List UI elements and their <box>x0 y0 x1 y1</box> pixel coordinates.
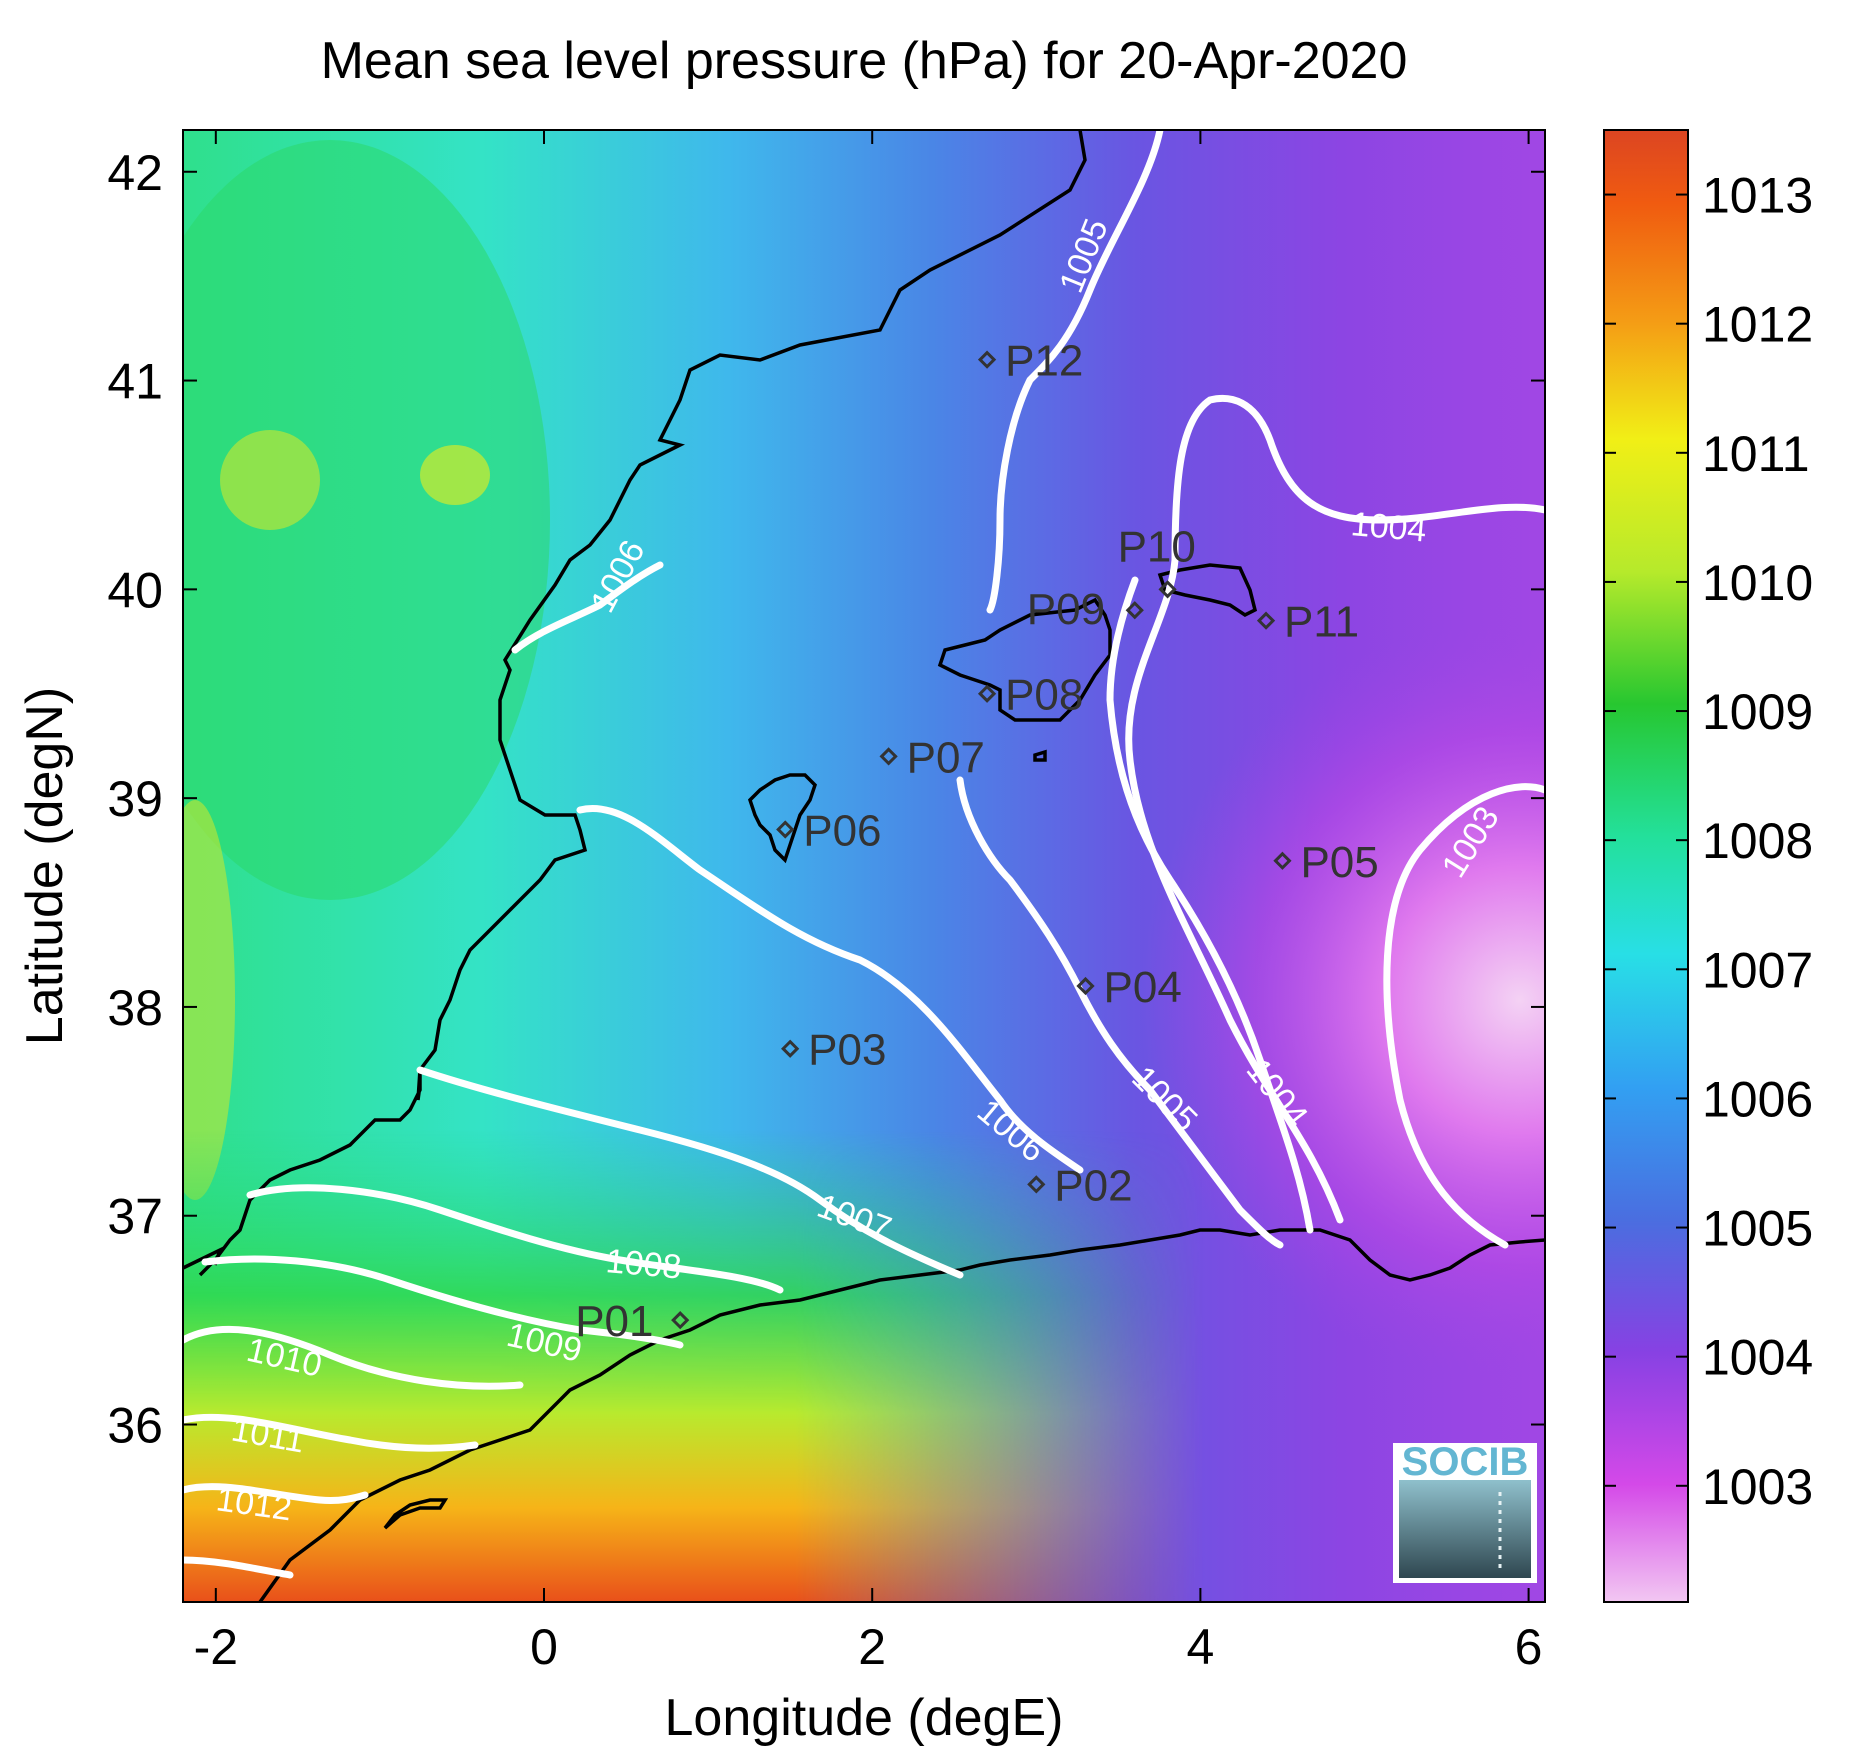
x-tick-label: 4 <box>1186 1619 1214 1675</box>
station-marker <box>977 350 997 369</box>
station-label: P01 <box>575 1297 653 1346</box>
contour-1011 <box>183 1413 479 1452</box>
station-marker <box>879 747 898 766</box>
station-label: P09 <box>1027 585 1105 634</box>
contour-1005-east <box>956 776 1284 1249</box>
station-marker <box>1125 601 1144 620</box>
colorbar-tick-label: 1004 <box>1702 1330 1813 1386</box>
colorbar-tick-label: 1011 <box>1702 426 1810 482</box>
contour-1008 <box>246 1184 784 1294</box>
y-tick-label: 36 <box>107 1398 163 1454</box>
island-mallorca <box>937 597 1112 722</box>
colorbar-tick-label: 1005 <box>1702 1201 1813 1257</box>
station-markers: P01 P02 P03 P04 P05 P06 P07 P08 P09 P10 P11 P12 <box>575 337 1379 1346</box>
contour-1003 <box>1383 783 1545 1249</box>
station-label: P04 <box>1104 963 1182 1012</box>
station-marker <box>1256 611 1276 630</box>
contour-1013 <box>183 1556 294 1579</box>
colorbar-tick-label: 1012 <box>1702 297 1813 353</box>
station-marker <box>1027 1175 1046 1194</box>
pressure-field-high-spot <box>420 445 490 505</box>
colorbar-tick-label: 1008 <box>1702 813 1813 869</box>
contour-1007 <box>416 1066 964 1279</box>
x-axis-label: Longitude (degE) <box>665 1689 1064 1747</box>
island-cabrera <box>1033 749 1047 762</box>
station-label: P10 <box>1118 522 1196 571</box>
colorbar: 1003 1004 1005 1006 1007 1008 1009 1010 1011 1012… <box>1603 129 1813 1603</box>
contour-1010 <box>183 1325 524 1390</box>
y-tick-label: 40 <box>107 562 163 618</box>
x-tick-label: 6 <box>1515 1619 1543 1675</box>
contour-lines <box>183 130 1545 1579</box>
x-axis: -2 0 2 4 6 <box>194 130 1543 1675</box>
chart-title: Mean sea level pressure (hPa) for 20-Apr… <box>321 32 1408 90</box>
contour-label: 1008 <box>604 1242 683 1286</box>
y-tick-label: 38 <box>107 980 163 1036</box>
socib-logo: SOCIB <box>1393 1440 1537 1583</box>
contour-label: 1004 <box>1349 505 1428 549</box>
y-tick-label: 41 <box>107 354 163 410</box>
station-label: P08 <box>1005 671 1083 720</box>
station-marker <box>977 684 997 703</box>
station-label: P07 <box>907 733 985 782</box>
island-menorca <box>1157 563 1258 618</box>
island-alboran <box>383 1498 449 1530</box>
y-axis: 36 37 38 39 40 41 42 <box>107 145 1545 1454</box>
x-tick-label: 0 <box>530 1619 558 1675</box>
station-label: P12 <box>1005 337 1083 386</box>
station-label: P03 <box>808 1026 886 1075</box>
x-tick-label: 2 <box>858 1619 886 1675</box>
station-marker <box>1273 851 1292 870</box>
station-marker <box>1158 580 1177 599</box>
y-axis-label: Latitude (degN) <box>16 687 74 1045</box>
station-label: P11 <box>1284 598 1359 647</box>
station-label: P06 <box>803 806 881 855</box>
colorbar-tick-label: 1009 <box>1702 684 1813 740</box>
island-ibiza <box>747 773 818 864</box>
colorbar-scale <box>1603 129 1689 1603</box>
logo-sea-panel <box>1399 1480 1531 1578</box>
contour-1006-south <box>576 805 1084 1174</box>
colorbar-ticks: 1003 1004 1005 1006 1007 1008 1009 1010 1011 1012… <box>1604 168 1813 1515</box>
contour-1005-south <box>1106 576 1314 1234</box>
pressure-field-nw-land <box>183 140 550 900</box>
contour-1009 <box>201 1255 684 1349</box>
contour-1004-south <box>1125 556 1344 1224</box>
station-marker <box>1076 976 1095 996</box>
station-marker <box>671 1311 690 1330</box>
plot-area: 1003 1004 1004 1005 1005 1006 1006 1007 … <box>183 130 1545 1602</box>
x-tick-label: -2 <box>194 1619 238 1675</box>
logo-text: SOCIB <box>1402 1440 1529 1484</box>
contour-1004-north <box>1171 394 1545 564</box>
y-tick-label: 39 <box>107 771 163 827</box>
plot-frame <box>182 129 1546 1603</box>
colorbar-tick-label: 1013 <box>1702 168 1813 224</box>
station-label: P02 <box>1054 1161 1132 1210</box>
pressure-field-west-edge <box>183 800 235 1200</box>
station-marker <box>776 820 795 839</box>
colorbar-tick-label: 1007 <box>1702 942 1813 998</box>
contour-1006-north <box>511 561 664 654</box>
contour-1012 <box>183 1483 369 1504</box>
colorbar-tick-label: 1010 <box>1702 555 1813 611</box>
coastline-iberia-east <box>198 130 1087 1277</box>
station-marker <box>781 1039 800 1058</box>
colorbar-tick-label: 1003 <box>1702 1459 1813 1515</box>
y-tick-label: 37 <box>107 1189 163 1245</box>
y-tick-label: 42 <box>107 145 163 201</box>
station-label: P05 <box>1300 838 1378 887</box>
colorbar-tick-label: 1006 <box>1702 1071 1813 1127</box>
pressure-field-high-spot <box>220 430 320 530</box>
contour-1005-north <box>986 130 1164 614</box>
